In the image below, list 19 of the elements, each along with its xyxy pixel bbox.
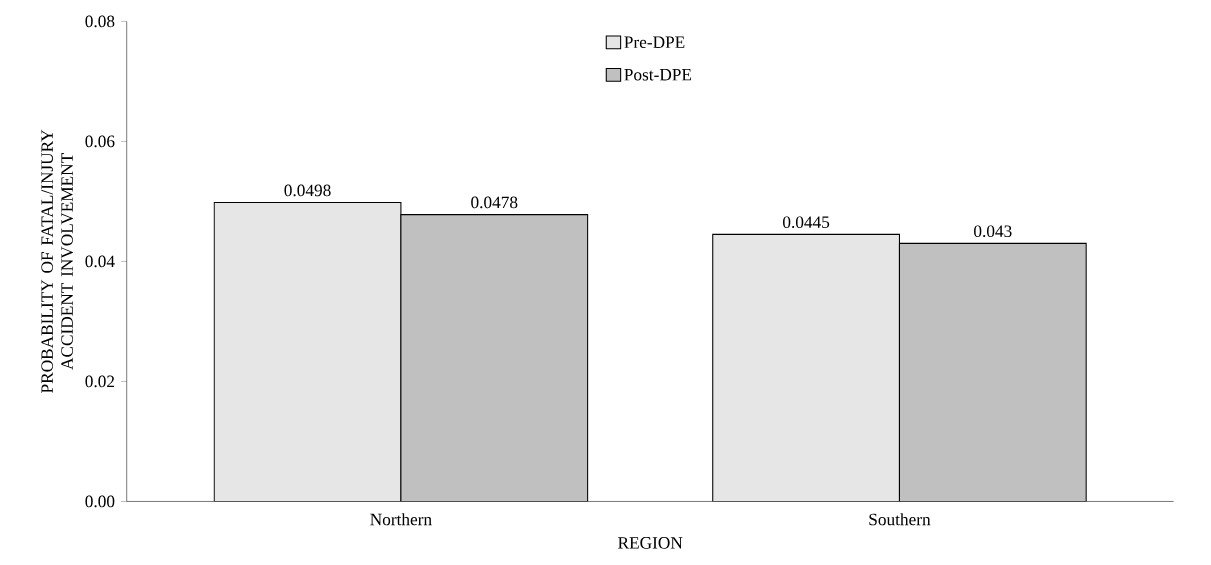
- bar: [898, 242, 1087, 502]
- legend-label: Post-DPE: [624, 68, 692, 81]
- y-tick-label: 0.08: [85, 15, 115, 27]
- y-tick-label: 0.06: [85, 135, 115, 148]
- data-label: 0.0478: [471, 196, 518, 209]
- y-axis-title: PROBABILITY OF FATAL/INJURY ACCIDENT INVOLVEMENT: [41, 129, 74, 393]
- data-label: 0.0445: [783, 216, 830, 228]
- bar: [712, 233, 900, 502]
- y-tick-label: 0.00: [85, 495, 115, 508]
- bar: [213, 201, 402, 502]
- x-axis-title: REGION: [618, 536, 683, 549]
- y-tick-label: 0.02: [85, 375, 115, 388]
- bar: [400, 213, 589, 502]
- x-tick-label: Northern: [370, 512, 432, 526]
- legend-label: Pre-DPE: [624, 36, 685, 48]
- x-tick-label: Southern: [869, 512, 931, 526]
- data-label: 0.0498: [284, 184, 331, 197]
- y-tick-label: 0.04: [85, 255, 115, 268]
- data-label: 0.043: [974, 225, 1012, 237]
